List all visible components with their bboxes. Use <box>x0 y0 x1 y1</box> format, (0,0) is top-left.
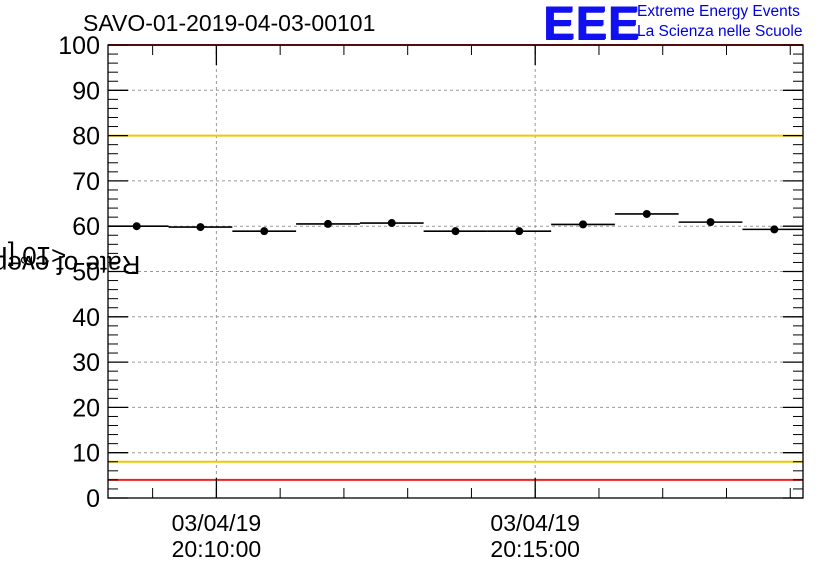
y-tick-label: 30 <box>72 349 100 377</box>
org-name-line1: Extreme Energy Events <box>637 3 800 20</box>
y-axis-label-tail: <10 [Hz] <box>0 241 67 272</box>
axis-ticks <box>108 44 803 499</box>
y-tick-label: 0 <box>86 485 100 513</box>
y-tick-label: 80 <box>72 123 100 151</box>
data-point <box>132 222 141 231</box>
data-points <box>108 209 803 236</box>
reference-lines <box>108 44 803 481</box>
y-tick-label: 10 <box>72 440 100 468</box>
plot-frame <box>107 44 804 499</box>
org-name-line2: La Scienza nelle Scuole <box>637 23 803 40</box>
y-tick-label: 40 <box>72 304 100 332</box>
x-tick-date-label: 03/04/19 <box>490 510 580 536</box>
y-tick-label: 20 <box>72 394 100 422</box>
eee-logo: EEE <box>543 0 641 49</box>
chart-title: SAVO-01-2019-04-03-00101 <box>83 10 376 36</box>
y-tick-label: 50 <box>72 259 100 287</box>
data-point <box>579 220 588 229</box>
data-point <box>323 219 332 228</box>
y-tick-label: 60 <box>72 213 100 241</box>
data-point <box>706 218 715 227</box>
data-point <box>260 227 269 236</box>
y-tick-labels: 0 10 20 30 40 50 60 70 80 90 100 <box>58 32 100 513</box>
grid-lines <box>108 45 803 498</box>
data-point <box>770 225 779 234</box>
data-point <box>642 209 651 218</box>
x-tick-date-label: 03/04/19 <box>172 510 262 536</box>
data-point <box>451 227 460 236</box>
y-tick-label: 100 <box>58 32 100 60</box>
y-tick-label: 70 <box>72 168 100 196</box>
x-tick-time-label: 20:15:00 <box>490 536 580 562</box>
data-point <box>387 219 396 228</box>
data-point <box>196 223 205 232</box>
y-tick-label: 90 <box>72 77 100 105</box>
x-tick-time-label: 20:10:00 <box>172 536 262 562</box>
data-point <box>515 227 524 236</box>
